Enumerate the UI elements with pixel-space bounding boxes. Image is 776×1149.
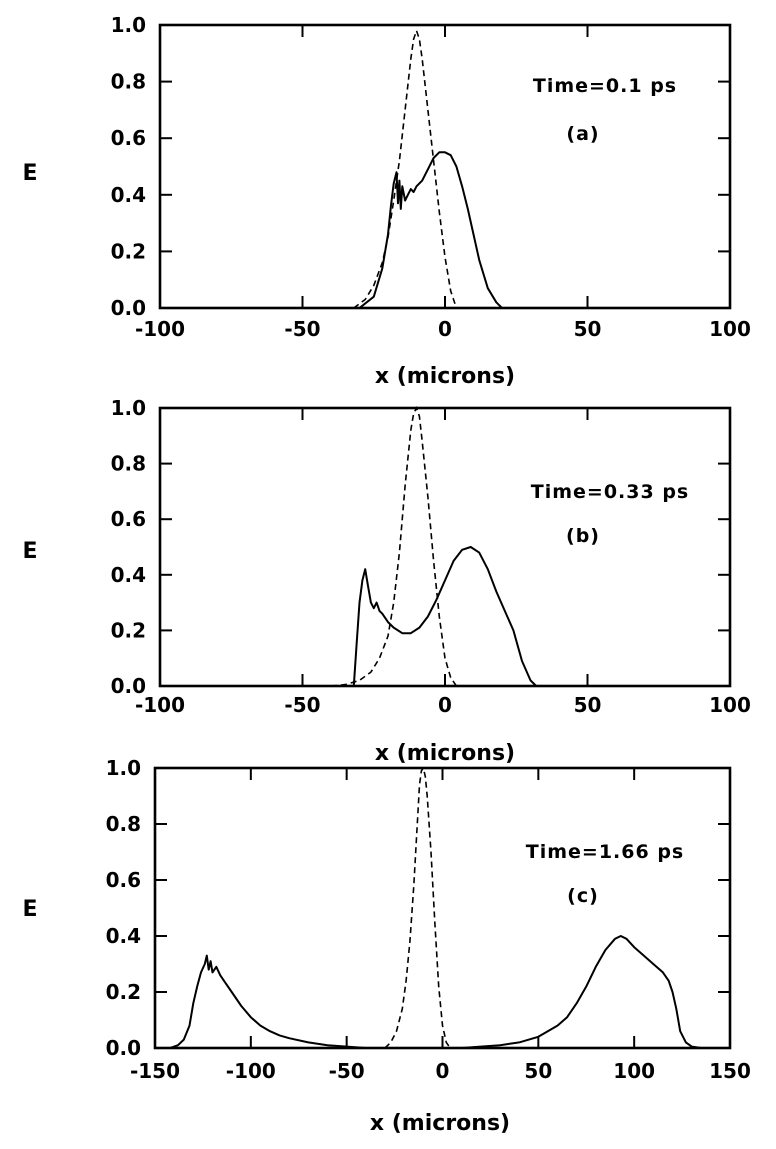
x-tick-label-a: 0 <box>438 317 452 341</box>
plot-frame-b <box>158 406 732 688</box>
time-annotation-c: Time=1.66 ps <box>526 841 684 863</box>
x-tick-label-c: -150 <box>130 1059 180 1083</box>
x-axis-title-a: x (microns) <box>375 364 515 389</box>
x-ticks-a: -100 -50 0 50 100 <box>135 25 751 341</box>
solid-curve-c <box>169 935 702 1049</box>
y-tick-label-b: 0.4 <box>111 563 146 587</box>
panel-label-a: (a) <box>566 123 599 145</box>
x-tick-label-c: 0 <box>436 1059 450 1083</box>
x-tick-label-b: -50 <box>284 693 320 717</box>
time-annotation-a: Time=0.1 ps <box>533 75 677 97</box>
panel-b: 0.0 0.2 0.4 0.6 0.8 1.0 -100 -50 0 50 100 Time=0.… <box>22 396 750 766</box>
y-axis-title-b: E <box>22 539 37 564</box>
x-tick-label-b: 100 <box>709 693 751 717</box>
panel-a: 0.0 0.2 0.4 0.6 0.8 1.0 -100 -50 0 50 100 Time=0.… <box>22 13 750 389</box>
y-tick-label-b: 1.0 <box>111 396 146 420</box>
x-ticks-b: -100 -50 0 50 100 <box>135 408 751 717</box>
y-tick-label-a: 0.0 <box>111 296 146 320</box>
x-tick-label-b: 0 <box>438 693 452 717</box>
y-tick-label-a: 0.4 <box>111 183 146 207</box>
panel-c: 0.00.20.40.60.81.0 -150 -100 -50 0 50 100 150 … <box>22 756 750 1136</box>
y-tick-label-a: 0.2 <box>111 239 146 263</box>
plot-frame-a <box>158 23 732 310</box>
x-tick-label-c: 100 <box>613 1059 655 1083</box>
solid-curve-b <box>352 546 537 687</box>
y-tick-label-a: 0.6 <box>111 126 146 150</box>
x-tick-label-a: -50 <box>284 317 320 341</box>
y-ticks-c: 0.0 0.2 0.4 0.6 0.8 1.0 <box>106 756 730 1060</box>
y-tick-label-b: 0.8 <box>111 452 146 476</box>
y-ticks-b: 0.0 0.2 0.4 0.6 0.8 1.0 <box>111 396 730 698</box>
dashed-curve-c <box>384 766 451 1049</box>
y-tick-label-c: 0.8 <box>106 812 141 836</box>
x-tick-label-c: 150 <box>709 1059 751 1083</box>
dashed-curve-a <box>353 28 458 309</box>
x-tick-label-c: -50 <box>329 1059 365 1083</box>
y-ticks-a: 0.0 0.2 0.4 0.6 0.8 1.0 <box>111 13 730 320</box>
y-tick-label-a: 1.0 <box>111 13 146 37</box>
x-tick-label-a: -100 <box>135 317 185 341</box>
x-ticks-c: -150 -100 -50 0 50 100 150 <box>130 768 751 1083</box>
x-tick-label-c: -100 <box>226 1059 276 1083</box>
x-tick-label-c: 50 <box>524 1059 552 1083</box>
panel-label-b: (b) <box>566 525 600 547</box>
y-tick-label-c: 0.2 <box>106 980 141 1004</box>
x-tick-label-a: 50 <box>574 317 602 341</box>
x-tick-label-a: 100 <box>709 317 751 341</box>
time-annotation-b: Time=0.33 ps <box>531 481 689 503</box>
solid-curve-a <box>358 151 503 309</box>
y-tick-label-b: 0.6 <box>111 507 146 531</box>
y-tick-label-c: 1.0 <box>106 756 141 780</box>
dashed-curve-b <box>330 405 458 687</box>
y-tick-label-a: 0.8 <box>111 70 146 94</box>
x-axis-title-c: x (microns) <box>370 1111 510 1136</box>
panel-label-c: (c) <box>567 885 599 907</box>
y-axis-title-a: E <box>22 161 37 186</box>
x-tick-label-b: 50 <box>574 693 602 717</box>
y-tick-label-c: 0.6 <box>106 868 141 892</box>
y-tick-label-c: 0.0 <box>106 1036 141 1060</box>
y-tick-label-b: 0.2 <box>111 618 146 642</box>
y-axis-title-c: E <box>22 897 37 922</box>
y-tick-label-c: 0.4 <box>106 924 141 948</box>
x-axis-title-b: x (microns) <box>375 741 515 766</box>
y-tick-label-b: 0.0 <box>111 674 146 698</box>
x-tick-label-b: -100 <box>135 693 185 717</box>
